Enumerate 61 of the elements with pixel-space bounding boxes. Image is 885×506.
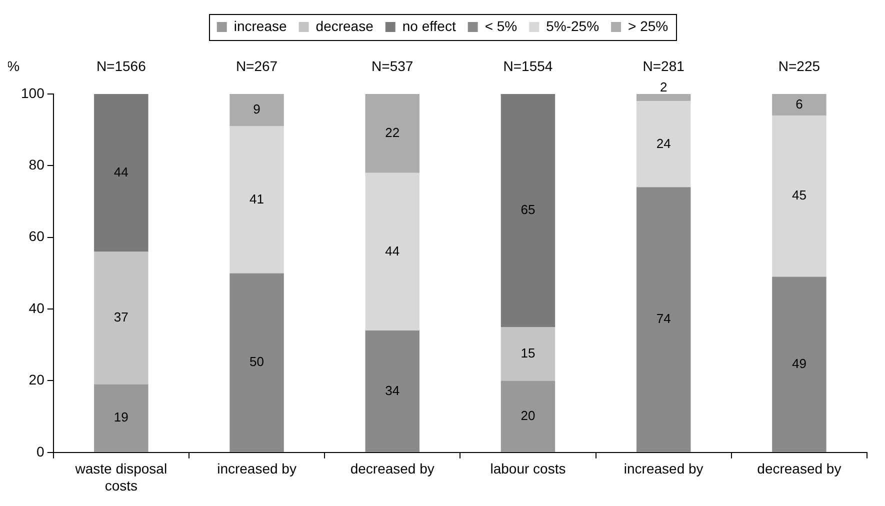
data-label: 24 — [656, 136, 671, 151]
x-tick-label: increased by — [624, 460, 704, 477]
bar — [94, 94, 148, 252]
x-tick-label: increased by — [217, 460, 296, 477]
data-label: 15 — [520, 345, 536, 360]
legend-label: increase — [234, 18, 287, 34]
bar — [772, 94, 826, 116]
data-label: 49 — [792, 356, 806, 371]
y-tick-label: 80 — [28, 156, 45, 173]
bar — [365, 172, 420, 331]
data-label: 37 — [114, 310, 128, 325]
y-tick-label: 40 — [28, 300, 45, 316]
text: N=281 — [642, 58, 685, 74]
data-label: 34 — [385, 382, 400, 398]
data-label: 2 — [660, 80, 668, 95]
text: N=1554 — [503, 58, 553, 74]
text: N=267 — [236, 58, 278, 74]
bar — [365, 94, 420, 173]
data-label: 50 — [250, 354, 264, 370]
bar — [230, 126, 284, 274]
bar — [500, 326, 556, 381]
data-label: 44 — [385, 243, 400, 258]
bar — [772, 276, 826, 452]
bar — [500, 94, 556, 327]
bar — [500, 380, 556, 452]
bar — [636, 187, 691, 452]
bar — [636, 101, 691, 188]
data-label: 45 — [792, 188, 806, 203]
legend-label: 5%-25% — [546, 18, 600, 34]
x-tick-label: labour costs — [490, 460, 566, 477]
data-label: 74 — [656, 311, 671, 326]
legend-label: decrease — [316, 18, 374, 34]
y-tick-label: 20 — [28, 372, 45, 388]
bar — [94, 384, 148, 452]
bar — [230, 273, 284, 452]
data-label: 22 — [385, 125, 400, 140]
legend-label: no effect — [402, 18, 456, 34]
x-tick-label: decreased by — [757, 460, 842, 477]
text: N=225 — [778, 58, 820, 74]
data-label: 6 — [796, 96, 803, 112]
text: N=1566 — [96, 58, 146, 74]
data-label: 41 — [250, 191, 264, 206]
bar — [230, 94, 284, 126]
legend-label: > 25% — [628, 18, 668, 34]
y-tick-label: 0 — [36, 443, 45, 460]
y-axis-title: % — [7, 58, 20, 74]
bar — [636, 94, 691, 102]
bar — [772, 116, 826, 277]
y-tick-label: 60 — [28, 228, 45, 244]
data-label: 20 — [520, 408, 536, 423]
data-label: 19 — [114, 410, 128, 425]
data-label: 44 — [114, 164, 128, 180]
legend-label: < 5% — [484, 18, 518, 34]
x-tick-label: waste disposal costs — [74, 460, 168, 494]
text: N=537 — [372, 58, 414, 74]
bar — [365, 330, 420, 452]
data-label: 65 — [520, 202, 536, 218]
data-label: 9 — [253, 102, 260, 117]
y-tick-label: 100 — [21, 84, 45, 101]
bar — [94, 252, 148, 384]
x-tick-label: decreased by — [350, 460, 434, 477]
